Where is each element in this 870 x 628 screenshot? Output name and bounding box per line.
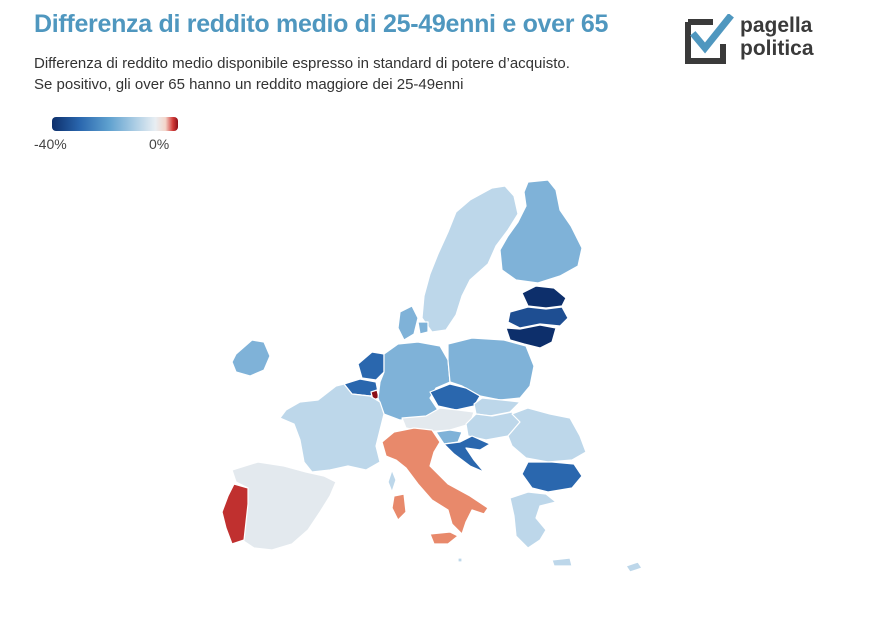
country-poland: [447, 337, 535, 401]
chart-title: Differenza di reddito medio di 25-49enni…: [34, 10, 609, 38]
legend-gradient-bar: [52, 117, 178, 131]
country-slovenia: [435, 429, 463, 445]
logo-line-2: politica: [740, 37, 814, 60]
country-bulgaria: [521, 461, 583, 493]
country-malta: [457, 557, 463, 563]
pagella-politica-logo: pagella politica: [683, 14, 843, 66]
country-lithuania: [505, 324, 557, 349]
legend-max-label: 0%: [149, 136, 170, 152]
country-latvia: [507, 306, 569, 329]
checkmark-box-icon: [685, 14, 734, 64]
country-romania: [507, 407, 587, 463]
country-finland: [499, 179, 583, 284]
country-germany: [377, 341, 451, 421]
country-france: [279, 383, 397, 493]
country-italy: [381, 427, 489, 545]
country-netherlands: [357, 351, 385, 381]
legend-labels: -40% 0%: [34, 136, 180, 154]
country-greece: [509, 491, 573, 567]
logo-text: pagella politica: [740, 14, 814, 60]
country-sweden: [421, 185, 519, 333]
chart-subtitle: Differenza di reddito medio disponibile …: [34, 53, 570, 95]
subtitle-line-2: Se positivo, gli over 65 hanno un reddit…: [34, 76, 464, 93]
country-denmark: [397, 305, 429, 341]
country-croatia: [443, 435, 491, 473]
country-cyprus: [625, 561, 643, 573]
color-legend: -40% 0%: [34, 117, 180, 154]
country-ireland: [231, 339, 271, 377]
legend-min-label: -40%: [34, 136, 67, 152]
country-portugal: [221, 483, 249, 545]
subtitle-line-1: Differenza di reddito medio disponibile …: [34, 55, 570, 72]
country-estonia: [521, 285, 567, 309]
logo-line-1: pagella: [740, 14, 813, 37]
